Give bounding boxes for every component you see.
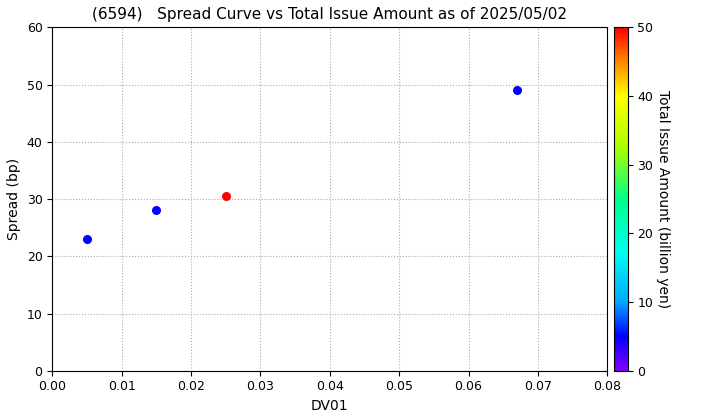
Point: [150, 207, 162, 214]
Title: (6594)   Spread Curve vs Total Issue Amount as of 2025/05/02: (6594) Spread Curve vs Total Issue Amoun…: [92, 7, 567, 22]
X-axis label: DV01: DV01: [311, 399, 348, 413]
Point: [81, 236, 93, 242]
Point: [511, 87, 523, 94]
Point: [220, 193, 231, 199]
Y-axis label: Total Issue Amount (billion yen): Total Issue Amount (billion yen): [656, 90, 670, 308]
Y-axis label: Spread (bp): Spread (bp): [7, 158, 21, 240]
